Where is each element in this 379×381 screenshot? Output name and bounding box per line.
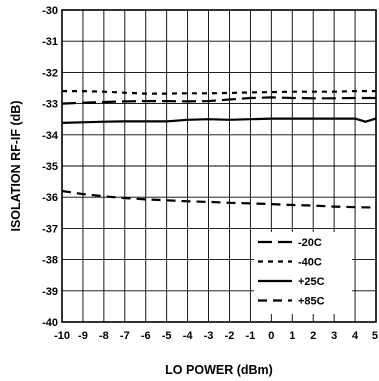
series-line-3 — [61, 189, 377, 209]
plot-frame — [61, 9, 377, 323]
series-line-0 — [61, 96, 376, 105]
y-tick-label: -40 — [42, 317, 58, 329]
x-tick-label: -1 — [246, 330, 256, 342]
y-tick-label: -39 — [42, 286, 58, 298]
x-tick-labels: -10 -9 -8 -7 -6 -5 -4 -3 -2 -1 0 1 2 3 4 5 — [54, 330, 378, 342]
x-tick-label: -7 — [120, 330, 130, 342]
x-tick-label: -9 — [78, 330, 88, 342]
series-line-2 — [61, 117, 377, 124]
x-tick-label: 1 — [289, 330, 295, 342]
legend-label-1: -40C — [298, 257, 322, 269]
y-tick-label: -37 — [42, 223, 58, 235]
y-tick-label: -38 — [42, 255, 58, 267]
x-tick-label: 0 — [268, 330, 274, 342]
y-tick-label: -34 — [42, 130, 59, 142]
y-tick-label: -33 — [42, 99, 58, 111]
x-tick-label: -6 — [141, 330, 151, 342]
series-line-1 — [62, 89, 376, 95]
y-tick-labels: -30 -31 -32 -33 -34 -35 -36 -37 -38 -39 -40 — [42, 5, 59, 329]
legend: -20C -40C +25C +85C — [254, 232, 352, 314]
x-tick-label: -5 — [162, 330, 172, 342]
y-tick-label: -36 — [42, 192, 58, 204]
y-tick-label: -31 — [42, 36, 58, 48]
legend-label-3: +85C — [298, 296, 325, 308]
x-tick-label: -3 — [204, 330, 214, 342]
x-tick-label: -2 — [225, 330, 235, 342]
x-axis-label: LO POWER (dBm) — [165, 363, 273, 377]
legend-label-0: -20C — [298, 237, 322, 249]
y-tick-label: -32 — [42, 67, 58, 79]
legend-background — [254, 232, 352, 314]
x-tick-label: -8 — [99, 330, 109, 342]
legend-label-2: +25C — [298, 276, 325, 288]
x-tick-label: -10 — [54, 330, 70, 342]
series-lines — [61, 89, 377, 209]
y-tick-label: -35 — [42, 161, 58, 173]
y-axis-label: ISOLATION RF-IF (dB) — [9, 101, 23, 232]
y-tick-label: -30 — [42, 5, 58, 17]
x-tick-label: 2 — [310, 330, 316, 342]
x-tick-label: 4 — [352, 330, 359, 342]
x-tick-label: 5 — [372, 330, 378, 342]
x-tick-label: 3 — [331, 330, 337, 342]
x-tick-label: -4 — [183, 330, 194, 342]
